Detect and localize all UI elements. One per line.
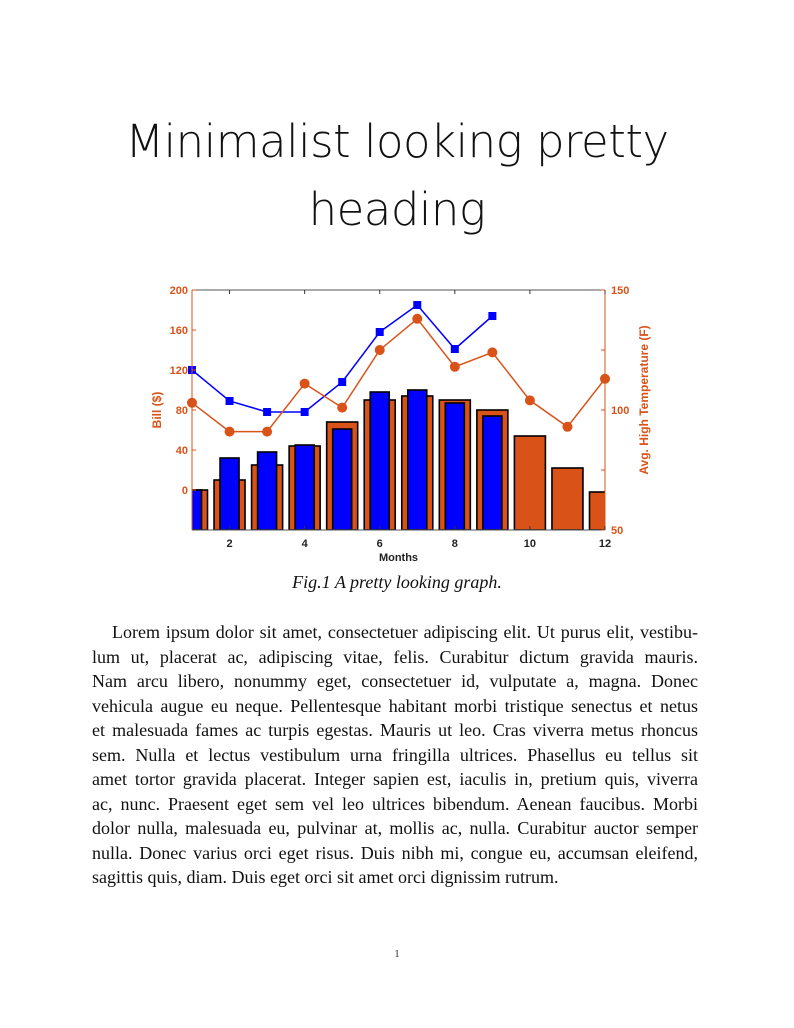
- x-tick-label: 2: [226, 538, 232, 550]
- body-paragraph: Lorem ipsum dolor sit amet, consectetuer…: [92, 620, 698, 890]
- y-left-tick-label: 120: [170, 365, 188, 377]
- bar: [551, 467, 584, 530]
- bar: [588, 491, 605, 530]
- data-point-square: [225, 397, 234, 405]
- data-point-circle: [224, 426, 235, 437]
- x-tick-label: 8: [452, 538, 458, 550]
- bar: [513, 435, 547, 530]
- bar: [369, 391, 391, 530]
- bar: [406, 389, 428, 530]
- bar: [294, 444, 315, 530]
- paragraph-line: sagittis quis, diam. Duis eget orci sit …: [92, 867, 559, 887]
- series-line: [191, 317, 606, 433]
- bar: [256, 451, 278, 530]
- paragraph-line: amet tortor gravida placerat. Integer sa…: [92, 769, 698, 789]
- y-left-axis-label: Bill ($): [150, 392, 164, 429]
- data-point-circle: [412, 313, 423, 324]
- combo-chart: 2 4 6 8 10 12 Months 0 40 80 120 160 200 Bill ($) 50 10…: [150, 285, 651, 564]
- data-point-circle: [337, 402, 348, 413]
- data-point-square: [375, 328, 384, 336]
- y-left-tick-label: 200: [170, 285, 188, 297]
- data-point-square: [450, 345, 459, 353]
- y-left-tick-label: 160: [170, 325, 188, 337]
- y-left-tick-label: 0: [182, 485, 188, 497]
- data-point-circle: [449, 361, 460, 372]
- y-right-tick-label: 150: [611, 285, 629, 297]
- bar: [331, 428, 353, 530]
- bar: [192, 489, 203, 530]
- heading-line-2: heading: [308, 183, 486, 236]
- x-tick-label: 12: [599, 538, 611, 550]
- paragraph-line: ac, nunc. Praesent eget sem vel leo ultr…: [92, 793, 698, 814]
- page-number: 1: [394, 948, 400, 960]
- y-right-tick-label: 50: [611, 525, 623, 537]
- x-tick-label: 4: [302, 538, 309, 550]
- paragraph-line: dolor nulla, malesuada eu, pulvinar at, …: [92, 818, 698, 838]
- page-heading: Minimalist looking pretty heading: [0, 108, 794, 244]
- y-right-axis-label: Avg. High Temperature (F): [637, 325, 651, 474]
- data-point-circle: [562, 421, 573, 432]
- data-point-circle: [299, 378, 310, 389]
- paragraph-line: Nam arcu libero, nonummy eget, consectet…: [92, 671, 698, 691]
- data-point-circle: [487, 347, 498, 358]
- data-point-square: [413, 301, 422, 309]
- paragraph-line: vehicula augue eu neque. Pellentesque ha…: [92, 695, 698, 716]
- paragraph-line: Lorem ipsum dolor sit amet, consectetuer…: [112, 622, 698, 642]
- data-point-circle: [524, 395, 535, 406]
- bar: [482, 415, 503, 530]
- data-point-circle: [374, 345, 385, 355]
- data-point-circle: [262, 426, 273, 437]
- y-left-tick-label: 80: [176, 405, 188, 417]
- series-line: [191, 303, 493, 413]
- x-axis-label: Months: [379, 552, 418, 564]
- paragraph-line: lum ut, placerat ac, adipiscing vitae, f…: [92, 646, 698, 667]
- data-point-square: [488, 312, 497, 320]
- figure-caption: Fig.1 A pretty looking graph.: [292, 572, 502, 592]
- y-left-tick-label: 40: [176, 445, 188, 457]
- heading-line-1: Minimalist looking pretty: [125, 115, 669, 168]
- x-tick-label: 6: [377, 538, 383, 550]
- x-tick-label: 10: [524, 538, 536, 550]
- data-point-square: [300, 408, 309, 416]
- bar: [219, 457, 240, 530]
- bar: [444, 402, 466, 530]
- data-point-square: [338, 378, 347, 386]
- paragraph-line: nulla. Donec varius orci eget risus. Dui…: [92, 842, 698, 863]
- paragraph-line: sem. Nulla et lectus vestibulum urna fri…: [92, 744, 698, 765]
- y-right-tick-label: 100: [611, 405, 629, 417]
- data-point-square: [263, 408, 272, 416]
- paragraph-line: et malesuada fames ac turpis egestas. Ma…: [92, 720, 698, 740]
